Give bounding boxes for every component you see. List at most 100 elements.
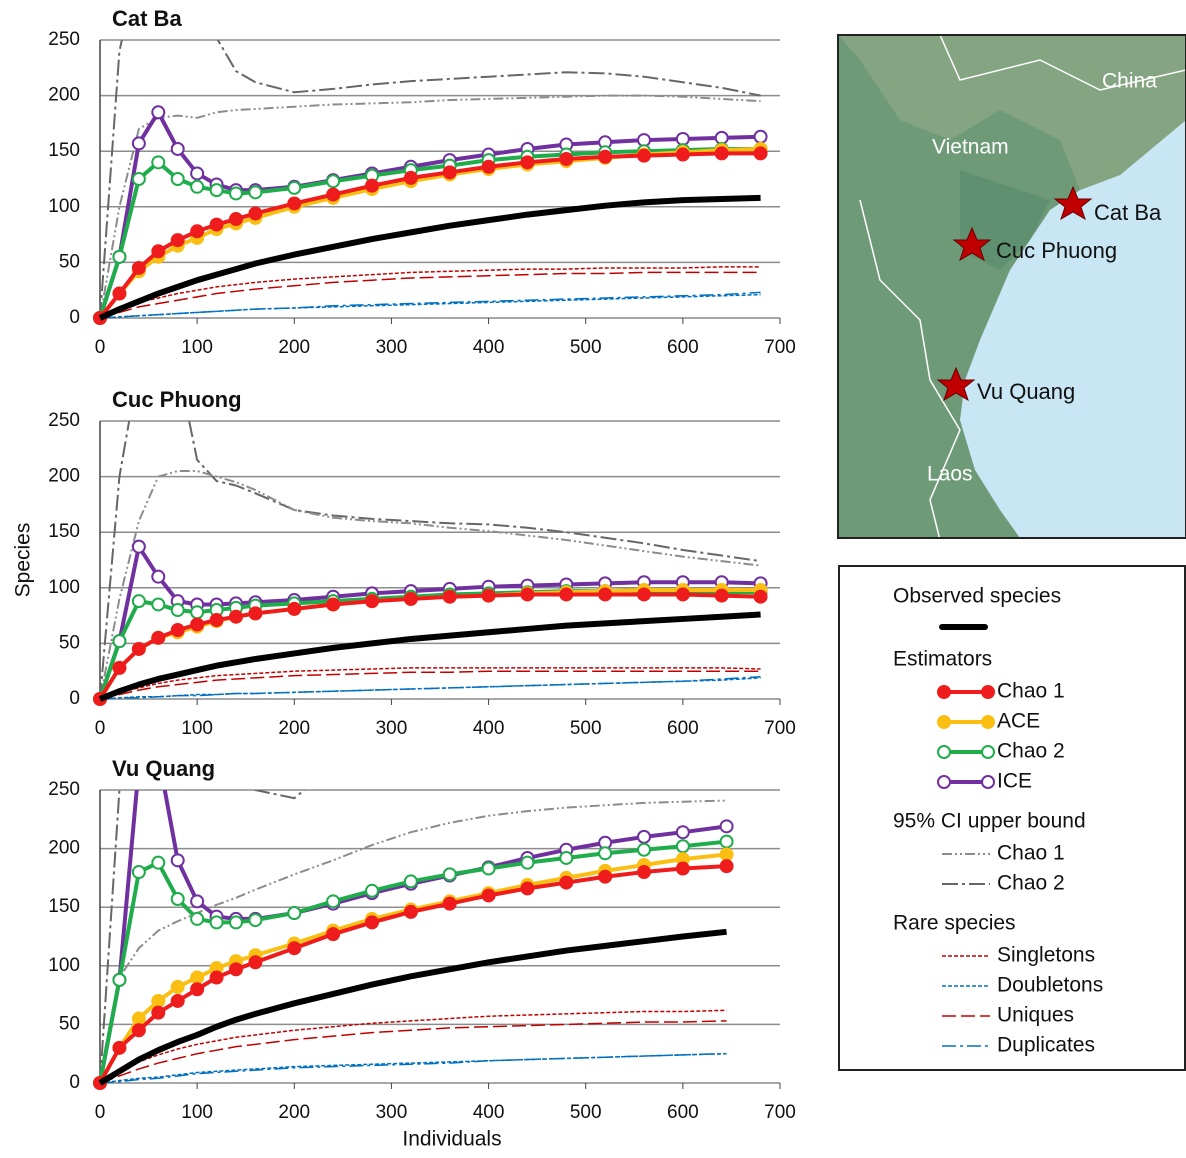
marker	[172, 981, 184, 993]
site-label: Vu Quang	[977, 379, 1075, 404]
x-tick-label: 600	[667, 337, 699, 358]
map-label: Vietnam	[932, 136, 1009, 159]
y-tick-label: 250	[48, 410, 80, 431]
marker	[152, 857, 164, 869]
marker	[405, 906, 417, 918]
marker	[152, 156, 164, 168]
marker	[191, 895, 203, 907]
marker	[638, 588, 650, 600]
marker	[288, 603, 300, 615]
marker	[483, 161, 495, 173]
marker	[172, 173, 184, 185]
marker	[599, 871, 611, 883]
legend-label: Singletons	[997, 944, 1095, 967]
marker	[172, 234, 184, 246]
marker	[113, 662, 125, 674]
y-tick-label: 50	[59, 632, 80, 653]
legend-marker	[982, 776, 994, 788]
marker	[133, 173, 145, 185]
marker	[677, 863, 689, 875]
y-tick-label: 150	[48, 521, 80, 542]
legend-heading: Rare species	[893, 912, 1016, 935]
legend-marker	[982, 716, 994, 728]
marker	[677, 826, 689, 838]
marker	[521, 882, 533, 894]
marker	[191, 225, 203, 237]
marker	[113, 974, 125, 986]
y-tick-label: 0	[69, 307, 80, 328]
marker	[152, 598, 164, 610]
marker	[191, 606, 203, 618]
marker	[133, 1013, 145, 1025]
x-tick-label: 300	[376, 718, 408, 739]
series-line	[100, 1054, 727, 1083]
marker	[191, 972, 203, 984]
marker	[249, 186, 261, 198]
marker	[521, 156, 533, 168]
series-line	[100, 471, 761, 699]
map: China Vietnam Laos Cat Ba Cuc Phuong Vu …	[838, 35, 1186, 540]
plot	[94, 0, 767, 324]
x-tick-label: 100	[181, 1102, 213, 1123]
marker	[677, 588, 689, 600]
y-tick-label: 200	[48, 466, 80, 487]
x-tick-label: 200	[278, 718, 310, 739]
plot	[94, 614, 733, 1089]
marker	[405, 172, 417, 184]
chart-title: Cuc Phuong	[112, 387, 242, 412]
marker	[133, 137, 145, 149]
x-tick-label: 0	[95, 718, 106, 739]
y-tick-label: 200	[48, 85, 80, 106]
y-tick-label: 150	[48, 896, 80, 917]
x-tick-label: 500	[570, 718, 602, 739]
series-line	[100, 932, 727, 1083]
marker	[191, 618, 203, 630]
y-tick-label: 250	[48, 29, 80, 50]
series-line	[100, 0, 761, 318]
marker	[483, 863, 495, 875]
marker	[521, 588, 533, 600]
x-tick-label: 0	[95, 1102, 106, 1123]
marker	[599, 588, 611, 600]
y-tick-label: 0	[69, 688, 80, 709]
x-tick-label: 400	[473, 1102, 505, 1123]
marker	[444, 898, 456, 910]
map-label: China	[1102, 70, 1157, 93]
marker	[366, 180, 378, 192]
chart-title: Cat Ba	[112, 6, 182, 31]
marker	[327, 928, 339, 940]
marker	[133, 595, 145, 607]
x-tick-label: 200	[278, 337, 310, 358]
marker	[366, 885, 378, 897]
marker	[230, 916, 242, 928]
x-tick-label: 500	[570, 337, 602, 358]
y-tick-label: 100	[48, 196, 80, 217]
marker	[444, 868, 456, 880]
legend-marker	[982, 746, 994, 758]
series-line	[100, 678, 761, 699]
marker	[327, 175, 339, 187]
y-tick-label: 0	[69, 1072, 80, 1093]
x-tick-label: 500	[570, 1102, 602, 1123]
marker	[721, 860, 733, 872]
marker	[721, 820, 733, 832]
y-tick-label: 100	[48, 577, 80, 598]
marker	[133, 1024, 145, 1036]
y-tick-label: 100	[48, 955, 80, 976]
marker	[327, 598, 339, 610]
legend-marker	[938, 746, 950, 758]
chart: Cuc Phuong050100150200250010020030040050…	[12, 365, 796, 739]
marker	[152, 106, 164, 118]
marker	[638, 150, 650, 162]
marker	[211, 184, 223, 196]
marker	[113, 635, 125, 647]
x-tick-label: 300	[376, 1102, 408, 1123]
marker	[405, 875, 417, 887]
site-label: Cuc Phuong	[996, 238, 1117, 263]
marker	[249, 956, 261, 968]
marker	[288, 182, 300, 194]
marker	[113, 1042, 125, 1054]
marker	[249, 914, 261, 926]
y-tick-label: 250	[48, 779, 80, 800]
legend-label: ICE	[997, 770, 1032, 793]
